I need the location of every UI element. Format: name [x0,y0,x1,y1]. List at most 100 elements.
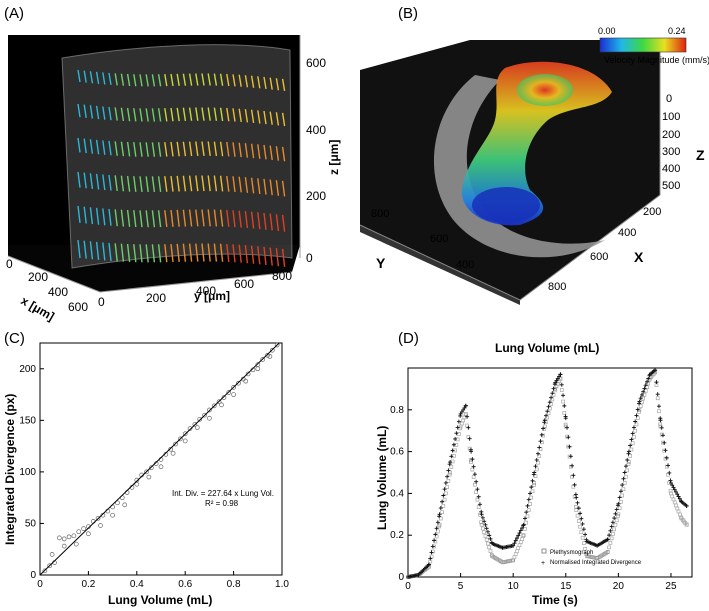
panel-a-vector [145,108,149,122]
panel-a-vector [114,209,118,227]
panel-d-point-plethysmograph [449,465,454,469]
panel-a-vector [139,142,143,157]
panel-d-point-divergence [667,470,672,475]
panel-c-point [207,415,212,421]
panel-d-point-divergence [557,374,562,379]
panel-a-vector [145,142,149,157]
panel-a-vector [281,180,286,197]
panel-d-point-plethysmograph [533,474,538,478]
panel-c-annotation: R² = 0.98 [205,499,239,508]
panel-a-vector [157,244,162,263]
panel-d-point-plethysmograph [529,495,534,500]
panel-d-point-divergence [554,378,559,383]
panel-a-vector [139,74,143,87]
panel-d-point-plethysmograph [436,529,440,534]
panel-d-point-plethysmograph [440,510,444,515]
panel-a-vector [250,211,255,229]
panel-d-point-divergence [656,404,661,409]
panel-d-point-divergence [446,468,451,473]
panel-d-label: (D) [398,330,419,347]
panel-d-point-divergence [618,489,623,494]
panel-d-point-divergence [475,487,480,492]
panel-d-point-plethysmograph [638,404,643,408]
panel-d-x-label: Time (s) [532,593,578,607]
panel-d-point-plethysmograph [629,447,634,452]
panel-d-point-plethysmograph [444,491,448,496]
panel-b-x-tick: 600 [590,251,608,263]
panel-a-vector [176,141,180,157]
panel-a-vector [120,175,125,192]
panel-a-vector [207,141,211,157]
panel-a-z-tick: 400 [306,123,326,137]
panel-d-point-divergence [570,463,575,468]
panel-d-point-divergence [536,451,541,456]
panel-d-point-divergence [547,400,552,405]
panel-d-point-divergence [658,418,663,423]
panel-a-vector [120,73,125,86]
panel-a-vector [151,176,156,193]
panel-a-vector [219,107,224,122]
panel-d-point-plethysmograph [684,522,689,527]
panel-a-z-tick: 200 [306,189,326,203]
panel-d-point-plethysmograph [517,543,522,548]
panel-d-point-divergence [641,389,646,394]
panel-c-x-tick-label: 1.0 [275,579,289,590]
panel-c-point [73,541,79,547]
panel-d-x-tick-label: 0 [405,581,411,592]
panel-a-vector [238,142,242,158]
panel-b-y-tick: 800 [371,208,389,220]
panel-a-vector [263,144,267,160]
panel-b-velocity-surface [461,61,612,226]
panel-b-y-tick: 600 [430,233,448,245]
legend-marker-plethysmograph [541,548,547,554]
panel-c-y-tick-label: 0 [30,570,36,581]
panel-d-point-plethysmograph [470,467,475,472]
panel-d-point-plethysmograph [637,410,641,414]
panel-a-vector [213,243,218,262]
panel-a-vector [157,176,162,192]
panel-a-vector [257,246,261,265]
panel-a-vector [126,243,131,263]
panel-d-point-plethysmograph [577,519,581,523]
panel-a-vector [145,210,149,228]
panel-d-point-plethysmograph [542,424,547,429]
panel-a-vector [188,73,193,86]
panel-d-point-plethysmograph [458,426,462,431]
panel-d-point-plethysmograph [676,509,681,514]
panel-a-vector [226,209,230,227]
panel-d-point-divergence [435,520,440,525]
panel-a-vector [201,141,205,156]
panel-d-point-divergence [534,457,539,462]
panel-d-point-plethysmograph [441,504,446,508]
panel-d-point-divergence [542,418,547,423]
panel-d-point-plethysmograph [520,537,524,542]
panel-a-vector [164,210,168,228]
panel-d-point-divergence [532,470,537,475]
panel-a-vector [238,74,242,87]
panel-a-vector [232,176,236,193]
panel-d-point-divergence [664,455,669,460]
panel-d-point-plethysmograph [627,460,631,464]
panel-a-vector [182,141,187,157]
panel-d-point-plethysmograph [439,516,443,521]
panel-d-point-divergence [572,482,577,487]
panel-a-vector [269,145,273,161]
panel-a-vector [89,105,94,119]
panel-d-point-plethysmograph [513,552,518,557]
panel-a-vector [145,176,149,193]
panel-a-vector [226,243,230,263]
panel-c-y-tick-label: 150 [19,415,36,426]
panel-b-z-tick: 200 [662,129,680,141]
panel-d-point-divergence [522,516,527,521]
panel-a-vector [201,209,205,227]
panel-c-x-tick-label: 0.8 [227,579,241,590]
panel-d-point-divergence [445,474,450,479]
panel-d-point-plethysmograph [487,545,492,550]
panel-a-vector [188,243,193,262]
panel-d-point-divergence [644,379,649,384]
panel-a-vector [182,73,187,86]
panel-c-point [148,465,154,471]
panel-c-point [192,422,198,427]
panel-a-vector [102,140,106,155]
panel-a-vector [182,107,187,122]
